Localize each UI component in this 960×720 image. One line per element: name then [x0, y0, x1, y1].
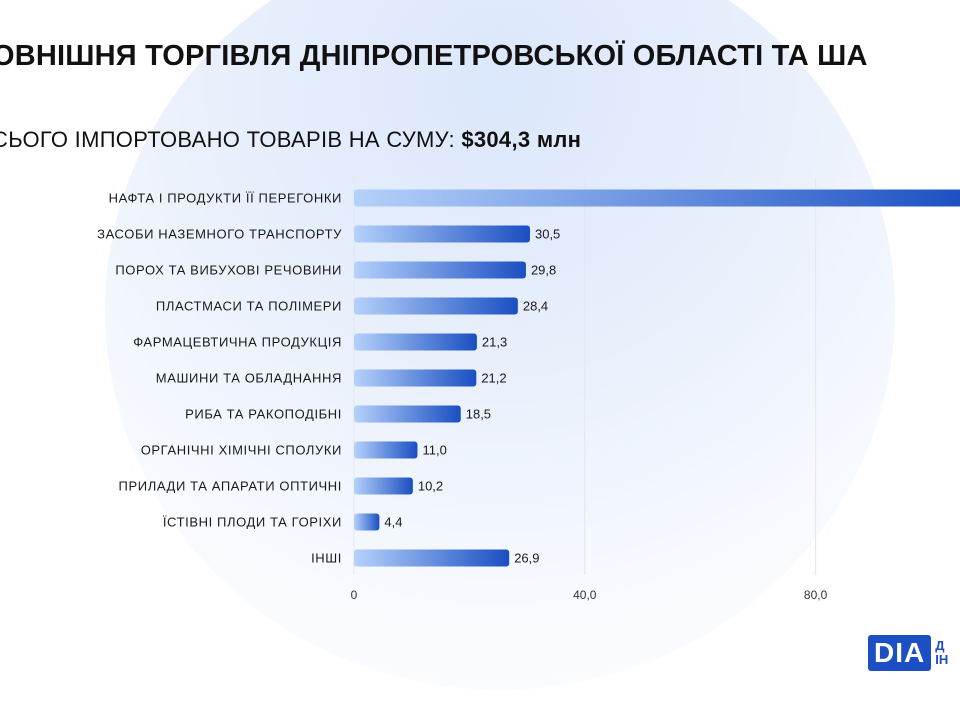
category-label: МАШИНИ ТА ОБЛАДНАННЯ — [156, 371, 342, 386]
chart-labels: НАФТА І ПРОДУКТИ ЇЇ ПЕРЕГОНКИ ЗАСОБИ НАЗЕ… — [97, 191, 560, 566]
value-label: 21,2 — [481, 371, 506, 386]
page-title: ОВНІШНЯ ТОРГІВЛЯ ДНІПРОПЕТРОВСЬКОЇ ОБЛАС… — [0, 40, 868, 72]
bar — [354, 189, 960, 207]
dia-logo-text: Д ІН — [935, 639, 955, 667]
subtitle-prefix: СЬОГО ІМПОРТОВАНО ТОВАРІВ НА СУМУ: — [0, 127, 455, 152]
subtitle-amount: $304,3 млн — [461, 127, 582, 152]
bar — [354, 477, 413, 495]
value-label: 11,0 — [422, 443, 446, 458]
category-label: РИБА ТА РАКОПОДІБНІ — [185, 407, 342, 422]
page-subtitle: СЬОГО ІМПОРТОВАНО ТОВАРІВ НА СУМУ: $304,… — [0, 126, 581, 154]
x-tick-label: 40,0 — [573, 588, 597, 602]
category-label: ЗАСОБИ НАЗЕМНОГО ТРАНСПОРТУ — [97, 227, 342, 242]
dia-logo-text-line2: ІН — [935, 652, 949, 667]
dia-logo-mark: DIA — [868, 635, 932, 671]
value-label: 10,2 — [418, 479, 443, 494]
bar — [354, 405, 461, 423]
bar — [354, 333, 477, 351]
x-tick-label: 80,0 — [804, 588, 828, 602]
bar — [354, 225, 530, 243]
value-label: 30,5 — [535, 227, 560, 242]
chart-x-axis: 0 40,0 80,0 — [351, 588, 828, 602]
bar — [354, 549, 510, 567]
category-label: ФАРМАЦЕВТИЧНА ПРОДУКЦІЯ — [133, 335, 342, 350]
bar — [354, 441, 418, 459]
category-label: ОРГАНІЧНІ ХІМІЧНІ СПОЛУКИ — [141, 443, 342, 458]
x-tick-label: 0 — [351, 588, 358, 602]
dia-logo: DIA Д ІН — [868, 633, 955, 673]
background-circle — [105, 0, 895, 690]
bar — [354, 513, 380, 531]
bar — [354, 369, 477, 387]
value-label: 26,9 — [514, 551, 539, 566]
value-label: 4,4 — [384, 515, 402, 530]
value-label: 21,3 — [482, 335, 507, 350]
category-label: ПРИЛАДИ ТА АПАРАТИ ОПТИЧНІ — [119, 479, 342, 494]
category-label: ПОРОХ ТА ВИБУХОВІ РЕЧОВИНИ — [115, 263, 342, 278]
value-label: 29,8 — [531, 263, 556, 278]
dia-logo-text-line1: Д — [935, 639, 945, 653]
category-label: ЇСТІВНІ ПЛОДИ ТА ГОРІХИ — [163, 515, 342, 530]
category-label: ІНШІ — [311, 551, 342, 566]
value-label: 18,5 — [466, 407, 491, 422]
bar — [354, 261, 526, 279]
category-label: ПЛАСТМАСИ ТА ПОЛІМЕРИ — [156, 299, 342, 314]
category-label: НАФТА І ПРОДУКТИ ЇЇ ПЕРЕГОНКИ — [109, 191, 342, 206]
bar — [354, 297, 518, 315]
value-label: 28,4 — [523, 299, 548, 314]
chart-bars — [354, 189, 960, 567]
